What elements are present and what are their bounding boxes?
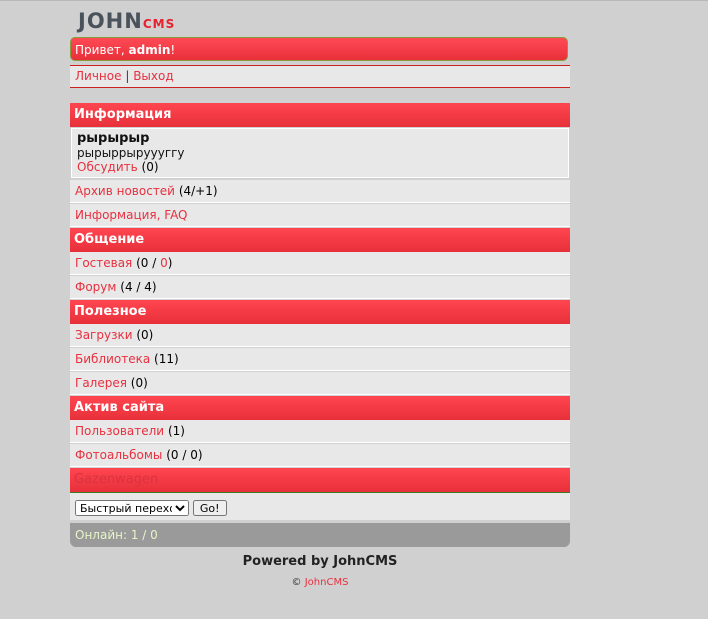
forum-link[interactable]: Форум (75, 280, 117, 294)
greeting-bar: Привет, admin! (70, 37, 568, 61)
quick-nav-select[interactable]: Быстрый переход (75, 500, 189, 516)
johncms-link[interactable]: JohnCMS (304, 577, 349, 588)
news-archive-link[interactable]: Архив новостей (75, 184, 175, 198)
go-button[interactable]: Go! (192, 500, 227, 516)
logo-main: JOHN (78, 9, 143, 33)
count: (4 / 4) (120, 280, 157, 294)
forum-row: Форум (4 / 4) (70, 276, 570, 299)
users-row: Пользователи (1) (70, 420, 570, 443)
section-header-active: Актив сайта (70, 396, 570, 420)
news-archive-row: Архив новостей (4/+1) (70, 180, 570, 203)
library-link[interactable]: Библиотека (75, 352, 151, 366)
personal-link[interactable]: Личное (75, 69, 122, 83)
news-title: рырырыр (77, 131, 150, 146)
count: (1) (167, 424, 185, 438)
greeting-suffix: ! (170, 43, 176, 57)
copyright: © JohnCMS (70, 577, 570, 588)
online-bar: Онлайн: 1 / 0 (70, 523, 570, 547)
copyright-symbol: © (291, 577, 305, 588)
count-close: ) (167, 256, 173, 270)
logout-link[interactable]: Выход (133, 69, 174, 83)
logo-sub: CMS (142, 17, 176, 31)
news-text: рырыррыруууггу (77, 146, 185, 160)
count: (11) (154, 352, 179, 366)
count: (0) (130, 376, 148, 390)
username: admin (128, 43, 171, 57)
users-link[interactable]: Пользователи (75, 424, 165, 438)
guestbook-row: Гостевая (0 / 0) (70, 252, 570, 275)
section-header-info: Информация (70, 103, 570, 127)
downloads-link[interactable]: Загрузки (75, 328, 133, 342)
logo[interactable]: JOHNCMS (78, 9, 176, 33)
online-label: Онлайн: (75, 528, 131, 542)
section-header-extra: Gazenwagen (70, 468, 570, 492)
count: (0) (136, 328, 154, 342)
discuss-link[interactable]: Обсудить (77, 160, 138, 174)
faq-row: Информация, FAQ (70, 204, 570, 227)
downloads-row: Загрузки (0) (70, 324, 570, 347)
greeting-prefix: Привет, (75, 43, 129, 57)
count: (0 / (136, 256, 161, 270)
library-row: Библиотека (11) (70, 348, 570, 371)
quick-nav-form: Быстрый переход Go! (70, 492, 570, 520)
news-item: рырырыр рырыррыруууггу Обсудить (0) (71, 128, 569, 178)
online-link[interactable]: 1 / 0 (130, 528, 158, 542)
gallery-row: Галерея (0) (70, 372, 570, 395)
count: (4/+1) (178, 184, 218, 198)
albums-row: Фотоальбомы (0 / 0) (70, 444, 570, 467)
guestbook-link[interactable]: Гостевая (75, 256, 133, 270)
section-header-comm: Общение (70, 228, 570, 252)
user-links: Личное | Выход (70, 65, 570, 88)
guest-new-link[interactable]: 0 (160, 256, 168, 270)
powered-by: Powered by JohnCMS (242, 554, 398, 569)
discuss-count: (0) (141, 160, 159, 174)
section-header-useful: Полезное (70, 300, 570, 324)
albums-link[interactable]: Фотоальбомы (75, 448, 163, 462)
gallery-link[interactable]: Галерея (75, 376, 127, 390)
count: (0 / 0) (166, 448, 203, 462)
faq-link[interactable]: Информация, FAQ (75, 208, 188, 222)
